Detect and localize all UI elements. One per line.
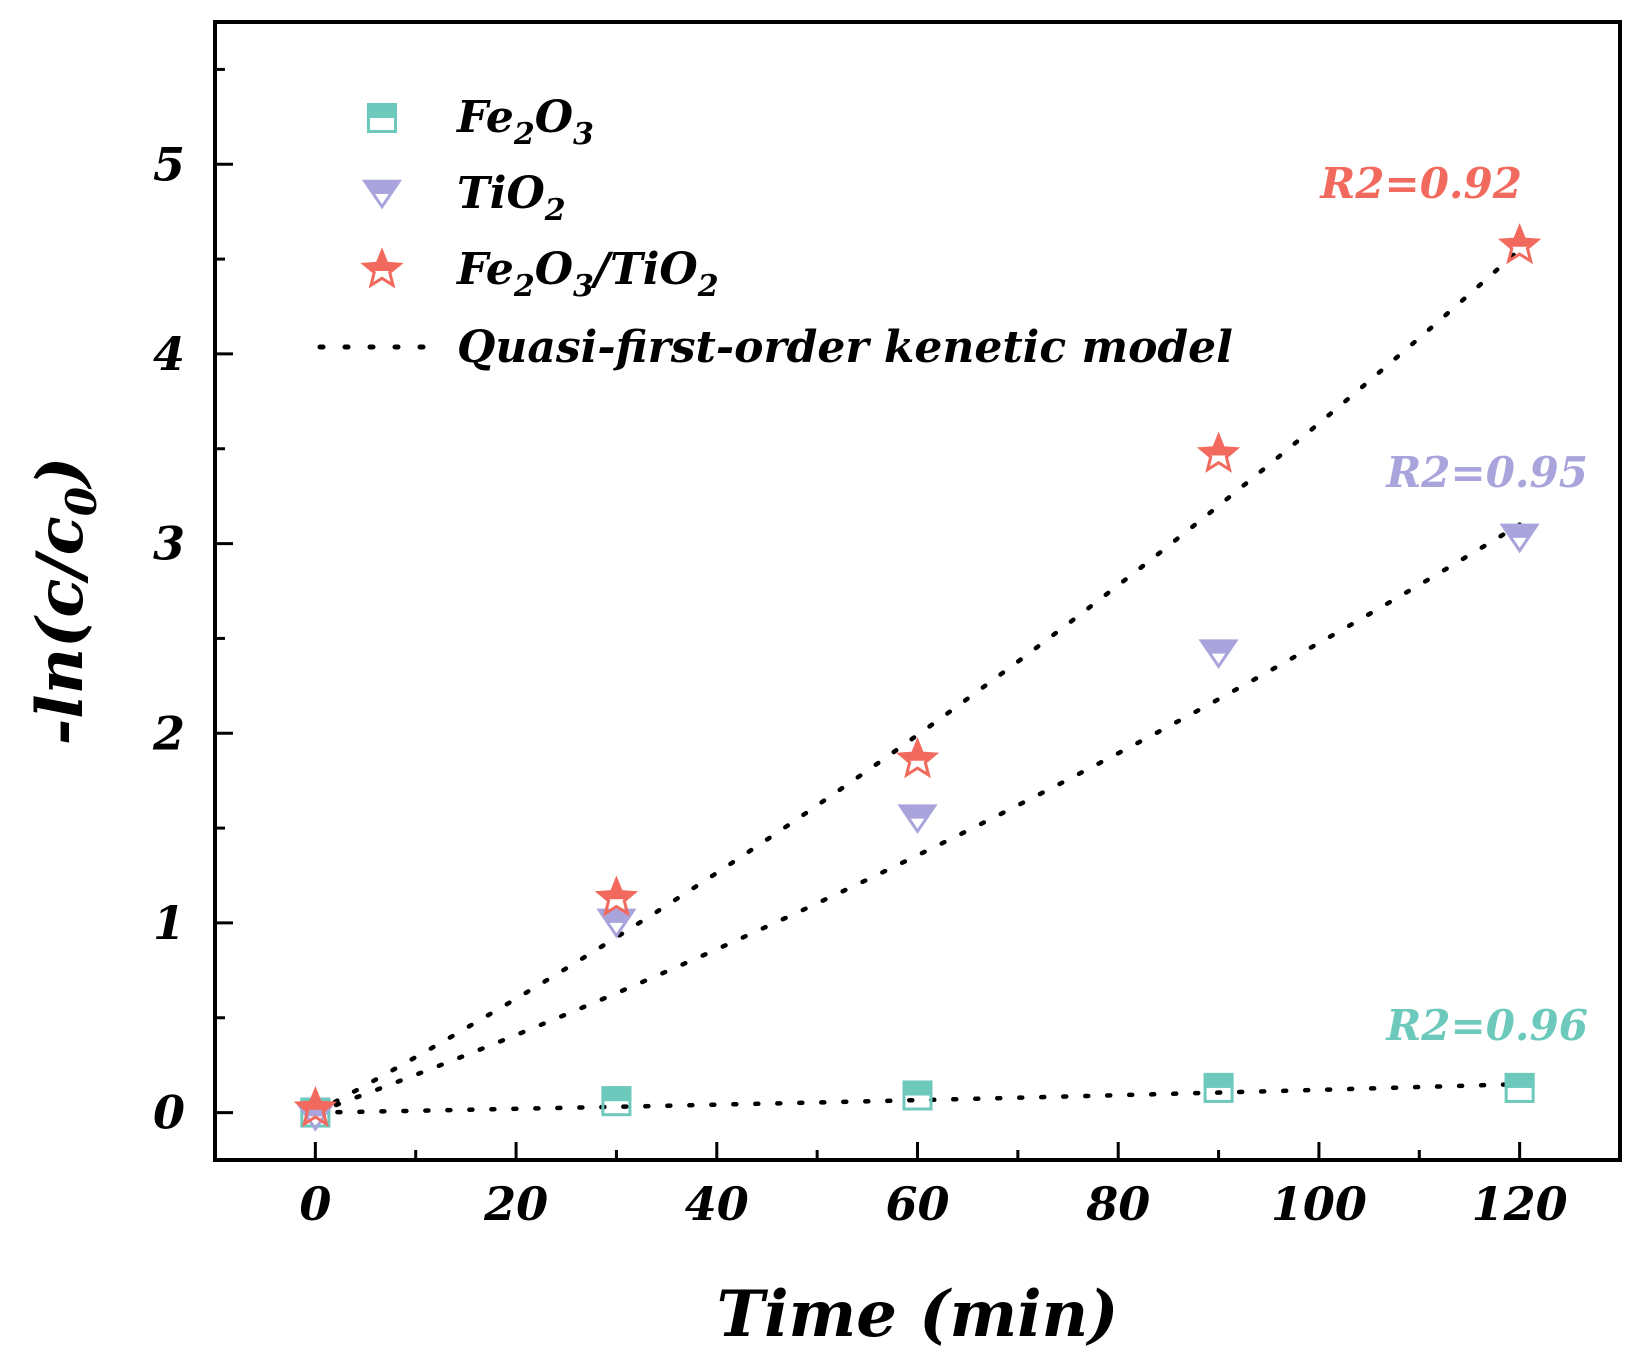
data-point bbox=[1198, 639, 1239, 670]
data-points bbox=[293, 223, 1542, 1132]
data-point bbox=[1499, 523, 1540, 554]
legend-label: TiO2 bbox=[457, 168, 566, 228]
axis-titles: Time (min) -ln(c/c0) bbox=[23, 457, 1118, 1352]
data-point bbox=[897, 804, 938, 835]
data-point bbox=[895, 737, 940, 779]
data-point bbox=[594, 875, 639, 917]
legend-label: Fe2O3 bbox=[455, 92, 594, 152]
data-point bbox=[1504, 1072, 1535, 1103]
y-tick-label: 0 bbox=[153, 1086, 185, 1140]
fit-line bbox=[313, 1081, 1522, 1115]
r2-label: R2=0.96 bbox=[1385, 1001, 1588, 1050]
data-point bbox=[902, 1080, 933, 1111]
data-point bbox=[601, 1086, 632, 1117]
legend-marker bbox=[367, 103, 397, 133]
legend-marker bbox=[361, 179, 403, 210]
y-tick-label: 4 bbox=[153, 327, 185, 381]
data-point bbox=[293, 1085, 338, 1128]
y-axis-title: -ln(c/c0) bbox=[23, 457, 106, 746]
legend-label: Fe2O3/TiO2 bbox=[455, 244, 719, 304]
x-tick-label: 60 bbox=[885, 1177, 949, 1231]
legend: Fe2O3 TiO2 Fe2O3/TiO2 Quasi-first-order ken… bbox=[317, 92, 1233, 373]
y-tick-label: 5 bbox=[153, 137, 185, 191]
x-tick-label: 20 bbox=[483, 1177, 548, 1231]
r2-label: R2=0.92 bbox=[1319, 159, 1522, 208]
fit-line bbox=[313, 247, 1522, 1115]
r2-labels: R2=0.96 R2=0.95 R2=0.92 bbox=[1319, 159, 1588, 1050]
legend-fit-label: Quasi-first-order kenetic model bbox=[457, 322, 1233, 373]
x-tick-label: 0 bbox=[299, 1177, 331, 1231]
data-point bbox=[1203, 1072, 1234, 1103]
y-tick-label: 1 bbox=[153, 896, 185, 950]
data-point bbox=[1196, 431, 1241, 473]
data-point bbox=[1497, 223, 1542, 265]
r2-label: R2=0.95 bbox=[1385, 448, 1588, 497]
legend-marker bbox=[360, 247, 404, 289]
x-tick-label: 120 bbox=[1472, 1177, 1568, 1231]
x-tick-label: 80 bbox=[1085, 1177, 1150, 1231]
x-tick-label: 100 bbox=[1271, 1177, 1367, 1231]
y-tick-label: 3 bbox=[153, 517, 185, 571]
y-tick-label: 2 bbox=[152, 706, 185, 760]
fit-lines bbox=[313, 247, 1522, 1115]
x-tick-label: 40 bbox=[685, 1177, 749, 1231]
x-axis-title: Time (min) bbox=[717, 1277, 1119, 1352]
axis-ticks: 0 20 40 60 80 100 120 0 1 2 3 4 5 bbox=[152, 67, 1568, 1231]
